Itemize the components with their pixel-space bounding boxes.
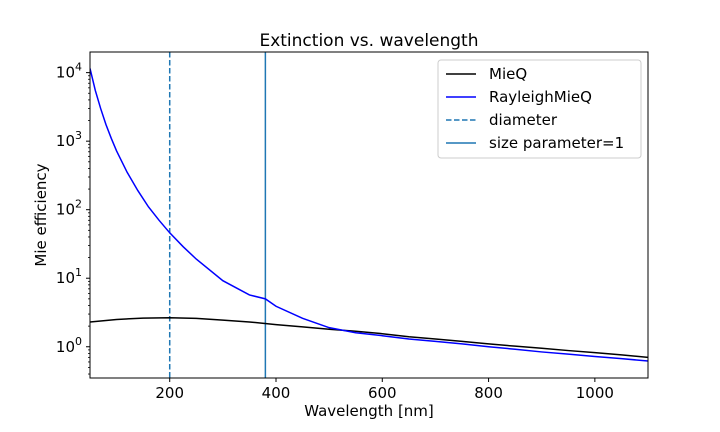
plot-frame [89,51,649,379]
series-line-rayleighmieq [90,68,648,362]
series-line-mieq [90,316,648,359]
x-axis-label: Wavelength [nm] [304,402,434,420]
y-tick-label: 101 [56,266,82,287]
y-axis-label: Mie efficiency [32,163,50,266]
y-tick-label: 103 [56,129,82,150]
legend-label: MieQ [489,65,527,83]
legend-label: size parameter=1 [489,134,624,152]
plot-area [89,51,649,379]
legend-label: diameter [489,111,558,129]
axis-ticks: 200 400 600 800 1000 100 101 102 103 104 [56,61,614,402]
y-tick-label: 100 [56,335,82,356]
series-group [90,52,648,378]
x-tick-label: 1000 [576,384,614,402]
legend-box [437,59,642,159]
y-tick-label: 102 [56,198,82,219]
x-tick-label: 800 [474,384,503,402]
x-tick-label: 200 [155,384,184,402]
x-tick-label: 400 [262,384,291,402]
y-tick-label: 104 [56,61,82,82]
x-tick-label: 600 [368,384,397,402]
legend: MieQ RayleighMieQ diameter size parameter=1 [437,59,642,159]
chart-title: Extinction vs. wavelength [259,31,478,51]
legend-label: RayleighMieQ [489,88,592,106]
